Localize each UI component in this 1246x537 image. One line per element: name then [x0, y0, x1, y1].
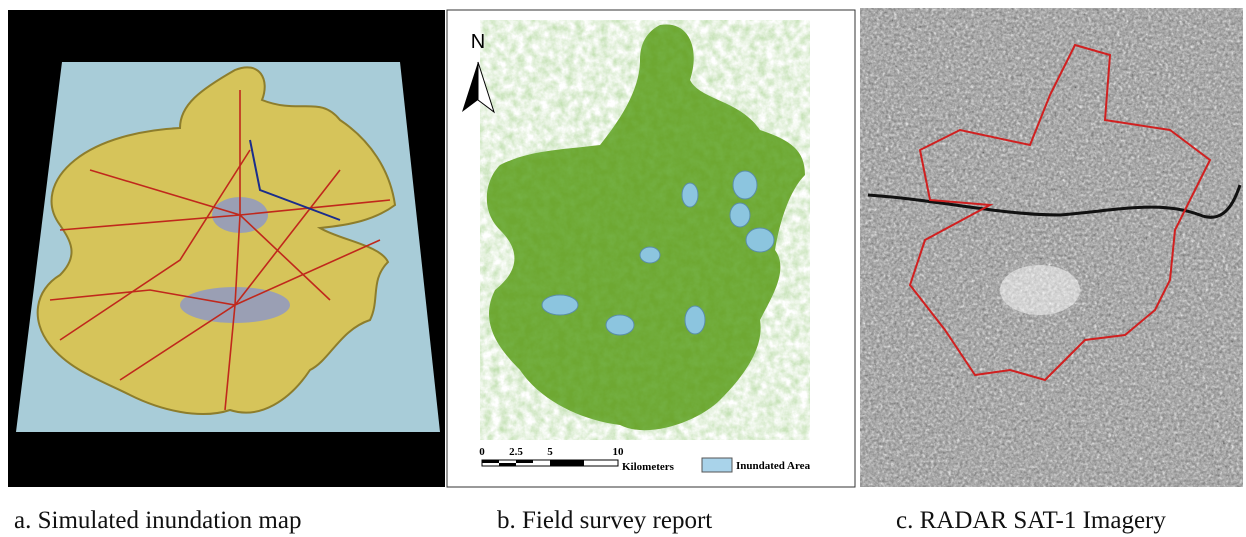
caption: a. Simulated inundation map — [14, 507, 301, 534]
scale-label: 2.5 — [509, 446, 523, 458]
panel-a — [8, 10, 445, 487]
legend-label: Inundated Area — [736, 460, 811, 472]
figure: N 0 2.5 5 10 Kilometers Inundated Area a… — [0, 0, 1246, 537]
scale-label: 0 — [479, 446, 485, 458]
scale-label: 5 — [547, 446, 553, 458]
scale-unit: Kilometers — [622, 461, 675, 473]
caption: b. Field survey report — [497, 507, 712, 534]
bright-area — [1000, 265, 1080, 315]
scale-bar — [482, 460, 618, 466]
radar-image — [860, 8, 1243, 487]
panel-c — [860, 8, 1243, 487]
caption: c. RADAR SAT-1 Imagery — [896, 507, 1166, 534]
panel-b: N 0 2.5 5 10 Kilometers Inundated Area — [447, 10, 855, 487]
legend-swatch — [702, 458, 732, 472]
north-label: N — [471, 31, 485, 53]
scale-label: 10 — [613, 446, 625, 458]
